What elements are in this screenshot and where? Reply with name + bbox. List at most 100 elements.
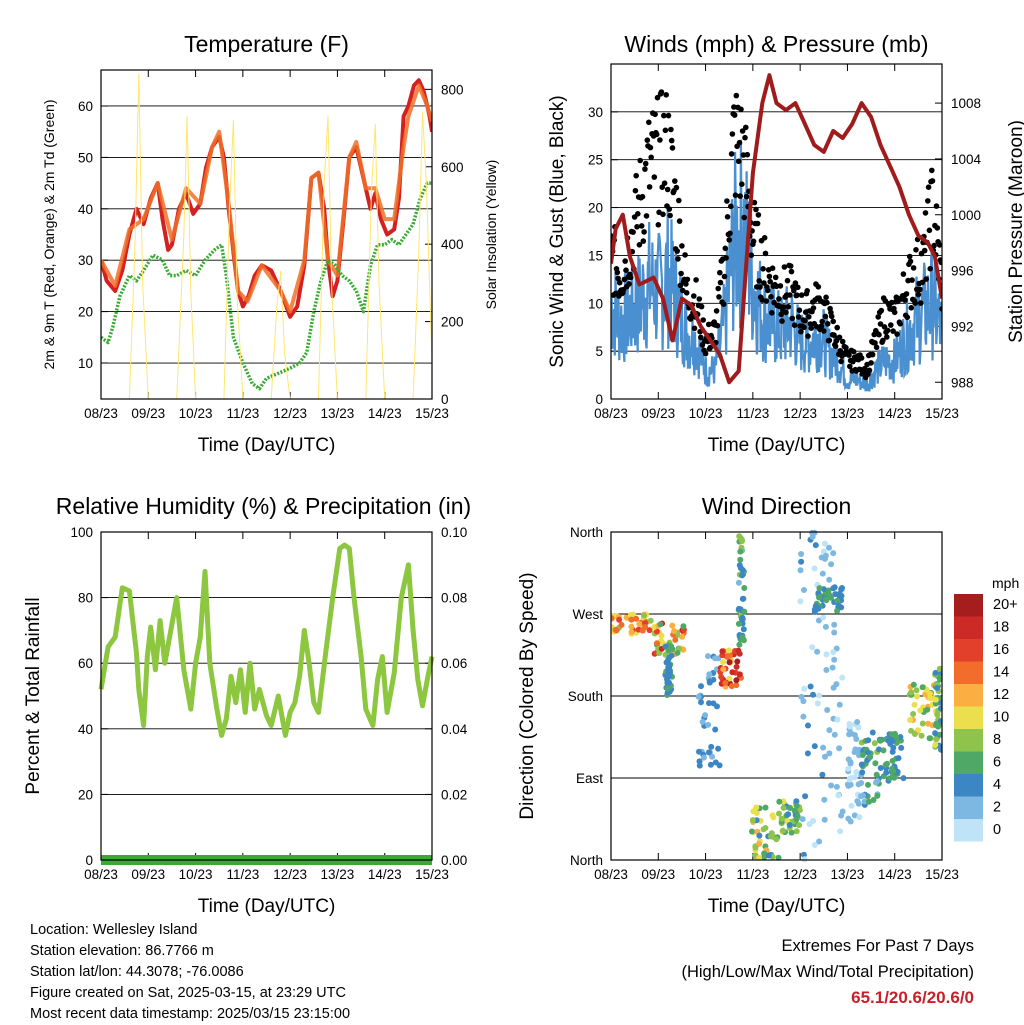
direction-point bbox=[778, 815, 785, 822]
direction-point bbox=[933, 736, 940, 743]
gust-point bbox=[751, 199, 758, 206]
gust-point bbox=[821, 328, 827, 334]
gust-point bbox=[644, 137, 651, 143]
x-tick-label: 12/23 bbox=[273, 867, 307, 882]
gust-point bbox=[639, 193, 646, 200]
gust-point bbox=[763, 298, 770, 304]
direction-point bbox=[733, 682, 740, 689]
direction-point bbox=[926, 735, 933, 742]
gust-point bbox=[729, 131, 736, 137]
gust-point bbox=[683, 281, 689, 287]
gust-point bbox=[672, 178, 678, 184]
y-tick-label: 60 bbox=[78, 656, 93, 671]
direction-point bbox=[819, 771, 826, 778]
direction-point bbox=[828, 782, 835, 789]
direction-point bbox=[814, 648, 821, 655]
legend-swatch bbox=[954, 594, 983, 617]
gust-point bbox=[739, 181, 745, 187]
direction-point bbox=[851, 812, 858, 819]
direction-point bbox=[797, 598, 804, 605]
direction-point bbox=[938, 746, 942, 753]
gust-point bbox=[836, 334, 843, 341]
gust-point bbox=[676, 197, 682, 204]
direction-point bbox=[838, 586, 845, 593]
direction-point bbox=[932, 696, 939, 703]
legend-label: 8 bbox=[993, 732, 1001, 748]
direction-point bbox=[735, 620, 742, 627]
direction-point bbox=[799, 816, 806, 823]
direction-point bbox=[885, 737, 892, 744]
gust-point bbox=[781, 264, 788, 270]
gust-point bbox=[897, 321, 903, 327]
direction-point bbox=[816, 594, 823, 601]
x-tick-label: 10/23 bbox=[689, 867, 723, 882]
direction-point bbox=[917, 707, 924, 714]
direction-point bbox=[776, 810, 782, 817]
direction-point bbox=[932, 741, 939, 748]
direction-point bbox=[807, 683, 814, 690]
gust-point bbox=[738, 106, 744, 113]
direction-point bbox=[794, 813, 801, 820]
gust-point bbox=[868, 360, 874, 366]
direction-point bbox=[733, 663, 740, 670]
gust-point bbox=[665, 112, 672, 119]
station-info: Location: Wellesley Island Station eleva… bbox=[30, 920, 350, 1025]
gust-point bbox=[802, 318, 808, 324]
y-tick-label: 40 bbox=[78, 202, 93, 217]
legend-swatch bbox=[954, 729, 983, 752]
direction-point bbox=[752, 844, 759, 851]
gust-point bbox=[691, 293, 697, 299]
gust-point bbox=[715, 285, 721, 292]
gust-point bbox=[707, 344, 714, 351]
series-relative-humidity bbox=[98, 542, 435, 738]
gust-point bbox=[724, 214, 731, 220]
direction-point bbox=[633, 615, 640, 622]
gust-point bbox=[664, 186, 671, 193]
gust-point bbox=[787, 263, 794, 269]
gust-point bbox=[742, 134, 748, 141]
direction-point bbox=[800, 713, 807, 720]
y-tick-label: 10 bbox=[78, 356, 93, 371]
direction-point bbox=[911, 701, 918, 708]
gust-point bbox=[643, 213, 650, 219]
direction-point bbox=[628, 629, 635, 635]
direction-point bbox=[833, 783, 840, 790]
plot-frame bbox=[610, 63, 943, 400]
gust-point bbox=[698, 303, 705, 310]
direction-point bbox=[854, 798, 861, 805]
gust-point bbox=[720, 301, 727, 308]
y-tick-label: 0 bbox=[595, 392, 603, 407]
direction-point bbox=[628, 616, 635, 623]
gust-point bbox=[741, 214, 747, 221]
direction-point bbox=[891, 774, 898, 781]
direction-point bbox=[788, 829, 795, 836]
gust-point bbox=[736, 139, 743, 146]
plot-frame bbox=[100, 69, 433, 400]
direction-point bbox=[830, 684, 837, 691]
direction-point bbox=[874, 778, 881, 784]
y-tick-label-right: 0.00 bbox=[441, 853, 467, 868]
gust-point bbox=[869, 351, 876, 358]
y-tick-label: 80 bbox=[78, 591, 93, 606]
direction-point bbox=[736, 650, 743, 657]
gust-point bbox=[717, 269, 723, 276]
direction-point bbox=[846, 723, 853, 730]
direction-point bbox=[739, 538, 746, 544]
direction-point bbox=[793, 798, 800, 805]
y-axis-label-right: Solar Insolation (Yellow) bbox=[483, 160, 499, 310]
x-tick-label: 10/23 bbox=[179, 406, 213, 421]
gust-point bbox=[915, 291, 922, 298]
direction-point bbox=[836, 701, 843, 708]
direction-point bbox=[853, 769, 860, 775]
gust-point bbox=[743, 124, 749, 131]
direction-point bbox=[855, 724, 862, 731]
direction-point bbox=[830, 585, 837, 592]
direction-point bbox=[821, 816, 828, 823]
direction-point bbox=[832, 591, 839, 598]
gust-point bbox=[934, 225, 941, 231]
direction-point bbox=[739, 634, 746, 641]
direction-point bbox=[834, 608, 841, 614]
gust-point bbox=[641, 229, 647, 235]
gust-point bbox=[634, 224, 640, 230]
